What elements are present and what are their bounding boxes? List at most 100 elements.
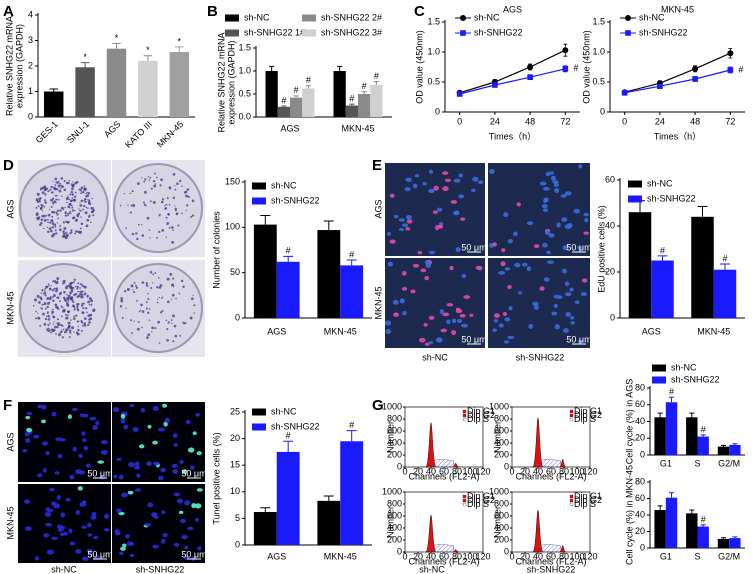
colony: [154, 327, 157, 330]
colony: [133, 320, 135, 322]
legend-label: sh-NC: [639, 12, 665, 22]
colony: [146, 336, 149, 339]
colony: [57, 184, 60, 187]
colony: [35, 310, 37, 313]
colony: [76, 215, 79, 218]
colony: [84, 200, 87, 203]
annotation: #: [722, 253, 727, 263]
colony: [80, 188, 82, 191]
nucleus: [404, 186, 411, 192]
colony: [83, 290, 85, 292]
colony: [47, 230, 50, 234]
nucleus: [493, 318, 499, 323]
nucleus: [387, 261, 394, 267]
nucleus: [569, 315, 575, 320]
colony: [50, 185, 53, 189]
colony: [158, 342, 161, 344]
error-bar: [305, 85, 312, 89]
nucleus: [564, 281, 570, 287]
colony: [140, 303, 143, 307]
legend-swatch: [569, 502, 574, 507]
error-bar: [80, 62, 90, 68]
legend-swatch: [569, 494, 574, 499]
nucleus: [120, 546, 126, 551]
colony: [164, 205, 166, 207]
colony: [52, 201, 54, 204]
legend-swatch: [462, 498, 467, 503]
nucleus: [87, 533, 93, 537]
colony: [52, 222, 54, 225]
colony: [79, 204, 82, 207]
colony: [63, 227, 67, 231]
x-tick-label: 40: [426, 466, 436, 476]
colony: [38, 301, 40, 303]
legend-swatch: [252, 197, 266, 205]
y-tick-label: 800: [494, 498, 509, 508]
y-tick-label: 600: [494, 425, 509, 435]
colony: [47, 221, 49, 224]
x-tick-label: G1: [660, 458, 672, 468]
colony: [68, 203, 72, 206]
colony: [171, 322, 173, 324]
nucleus: [548, 233, 555, 238]
colony: [60, 187, 62, 190]
colony: [57, 181, 60, 184]
colony: [193, 304, 196, 307]
colony: [67, 205, 70, 209]
colony: [54, 225, 57, 228]
nucleus: [389, 239, 396, 244]
colony: [56, 188, 59, 191]
colony: [85, 307, 88, 310]
colony: [166, 222, 170, 225]
colony: [168, 203, 171, 206]
legend-swatch: [569, 409, 574, 414]
nucleus: [386, 232, 391, 236]
bar: [277, 106, 290, 117]
colony: [72, 317, 76, 320]
colony: [185, 209, 187, 212]
annotation: *: [178, 36, 182, 46]
g2-peak: [452, 462, 459, 468]
colony: [62, 235, 65, 238]
nucleus: [45, 522, 53, 527]
legend-swatch: [569, 413, 574, 418]
y-axis-label: Cell cycle (%) in MKN-45: [624, 465, 634, 565]
colony: [87, 323, 90, 326]
colony: [52, 210, 56, 214]
y-tick-label: 600: [387, 510, 402, 520]
nucleus: [541, 204, 548, 209]
colony: [52, 323, 54, 325]
line: [624, 52, 731, 93]
annotation: #: [349, 249, 354, 259]
bar: [654, 510, 666, 548]
colony: [66, 304, 70, 307]
colony: [164, 207, 167, 210]
colony: [92, 308, 96, 312]
colony: [70, 190, 73, 194]
x-tick-label: AGS: [267, 326, 286, 336]
x-tick-label: 100: [569, 466, 584, 476]
colony: [88, 318, 91, 321]
nucleus: [164, 418, 171, 423]
colony: [133, 291, 136, 294]
colony: [80, 329, 83, 332]
nucleus: [138, 444, 145, 449]
colony: [52, 180, 54, 183]
colony: [70, 199, 73, 202]
colony: [66, 302, 69, 305]
nucleus: [160, 538, 166, 544]
nucleus: [176, 498, 183, 504]
colony: [66, 329, 69, 332]
colony: [81, 304, 84, 307]
colony: [64, 330, 67, 334]
colony: [55, 201, 57, 204]
nucleus: [43, 533, 50, 538]
legend-marker: [625, 30, 631, 36]
colony: [130, 204, 133, 207]
error-bar: [732, 443, 738, 445]
colony: [69, 193, 72, 196]
colony: [154, 183, 157, 185]
x-tick-label: G1: [660, 551, 672, 561]
nucleus: [552, 180, 559, 184]
colony: [191, 199, 195, 203]
